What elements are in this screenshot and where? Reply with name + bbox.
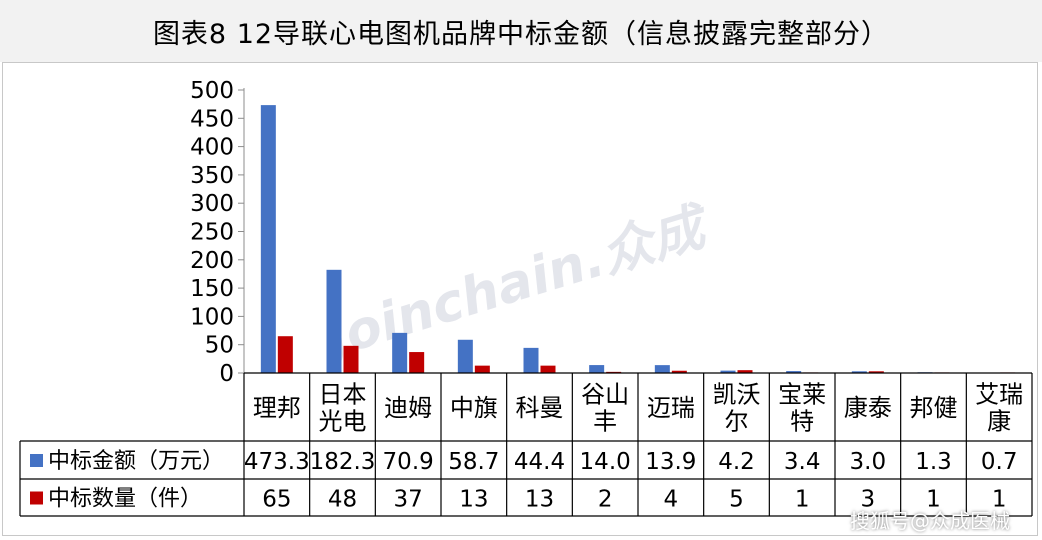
data-label-amount: 58.7 xyxy=(448,449,499,475)
bar-amount xyxy=(523,347,539,373)
y-tick-label: 400 xyxy=(190,135,234,161)
y-tick-label: 200 xyxy=(190,248,234,274)
y-tick-label: 0 xyxy=(219,361,234,387)
data-label-amount: 13.9 xyxy=(645,449,696,475)
category-label: 中旗 xyxy=(450,394,498,422)
legend-swatch-count xyxy=(30,491,43,505)
y-tick-label: 500 xyxy=(190,78,234,104)
data-label-count: 48 xyxy=(328,487,357,513)
category-label: 艾瑞康 xyxy=(975,381,1023,436)
legend-label-amount: 中标金额（万元） xyxy=(48,449,224,474)
data-label-amount: 1.3 xyxy=(915,449,952,475)
category-label: 邦健 xyxy=(910,394,958,422)
y-tick-label: 450 xyxy=(190,106,234,132)
data-label-amount: 44.4 xyxy=(514,449,565,475)
watermark-logo: Joinchain.众成 xyxy=(310,195,718,372)
legend-swatch-amount xyxy=(30,454,43,467)
data-label-amount: 70.9 xyxy=(383,449,434,475)
category-label: 迈瑞 xyxy=(647,394,695,422)
data-label-amount: 473.3 xyxy=(244,449,310,475)
bar-amount xyxy=(457,339,473,373)
data-label-amount: 3.0 xyxy=(850,449,887,475)
footer-watermark: 搜狐号@众成医械 xyxy=(850,509,1010,533)
category-label: 日本光电 xyxy=(319,381,367,436)
data-label-amount: 4.2 xyxy=(718,449,755,475)
data-label-count: 65 xyxy=(262,487,291,513)
data-label-count: 13 xyxy=(459,487,488,513)
category-label: 理邦 xyxy=(253,394,301,422)
category-label: 宝莱特 xyxy=(778,381,826,436)
data-label-count: 37 xyxy=(394,487,423,513)
chart-title: 图表8 12导联心电图机品牌中标金额（信息披露完整部分） xyxy=(0,0,1042,62)
bar-amount xyxy=(786,371,802,373)
bar-amount xyxy=(392,332,408,373)
y-tick-label: 100 xyxy=(190,304,234,330)
data-label-amount: 0.7 xyxy=(981,449,1018,475)
data-label-count: 1 xyxy=(992,487,1007,513)
category-label: 科曼 xyxy=(516,394,564,422)
bar-count xyxy=(409,352,425,373)
bar-count xyxy=(737,370,753,373)
data-label-count: 1 xyxy=(926,487,941,513)
bar-count xyxy=(343,345,359,373)
bar-amount xyxy=(589,365,605,373)
data-label-amount: 182.3 xyxy=(310,449,376,475)
data-label-count: 2 xyxy=(598,487,613,513)
bar-amount xyxy=(326,269,342,373)
bar-amount xyxy=(260,105,276,374)
bar-amount xyxy=(720,370,736,373)
category-label: 谷山丰 xyxy=(581,381,629,436)
y-tick-label: 350 xyxy=(190,163,234,189)
bar-amount xyxy=(654,365,670,373)
chart-frame xyxy=(2,62,1038,536)
category-label: 凯沃尔 xyxy=(713,381,761,436)
bar-count xyxy=(671,370,687,373)
data-label-count: 3 xyxy=(861,487,876,513)
y-tick-label: 150 xyxy=(190,276,234,302)
bar-count xyxy=(277,336,293,373)
data-label-count: 5 xyxy=(729,487,744,513)
y-tick-label: 300 xyxy=(190,191,234,217)
data-label-amount: 3.4 xyxy=(784,449,821,475)
bar-amount xyxy=(851,371,867,373)
data-label-amount: 14.0 xyxy=(580,449,631,475)
y-tick-label: 250 xyxy=(190,220,234,246)
data-label-count: 4 xyxy=(664,487,679,513)
y-tick-label: 50 xyxy=(205,333,234,359)
data-label-count: 13 xyxy=(525,487,554,513)
bar-count xyxy=(540,365,556,373)
bar-count xyxy=(474,365,490,373)
category-label: 康泰 xyxy=(844,394,892,422)
legend-label-count: 中标数量（件） xyxy=(48,487,202,512)
category-label: 迪姆 xyxy=(384,394,432,422)
data-label-count: 1 xyxy=(795,487,810,513)
bar-count xyxy=(868,371,884,373)
